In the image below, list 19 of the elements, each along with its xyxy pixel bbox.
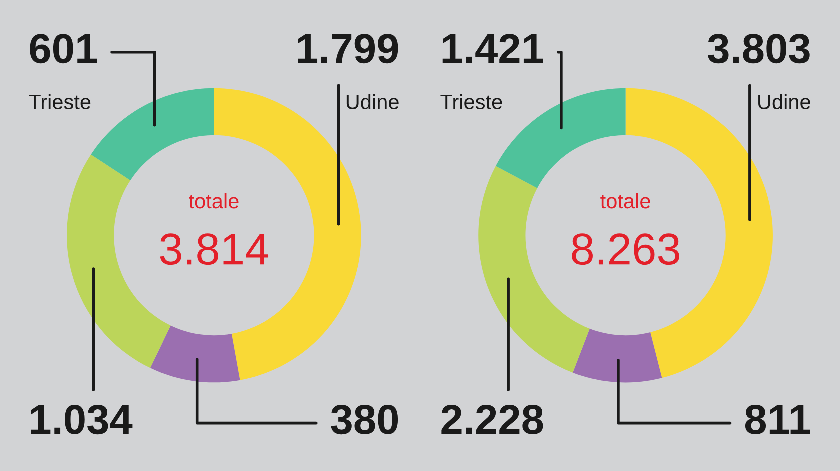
data-label: 380 <box>331 405 398 435</box>
data-label: 811 <box>745 405 810 435</box>
text: totale <box>600 193 650 209</box>
text: 8.263 <box>572 234 680 266</box>
data-label: 3.803 <box>708 34 810 64</box>
slice-label: Udine <box>758 94 810 110</box>
donut-slice <box>150 326 240 383</box>
data-label: 1.421 <box>442 34 544 64</box>
data-label: 601 <box>30 34 97 64</box>
text: 3.814 <box>160 234 269 266</box>
data-label: 2.228 <box>442 405 544 435</box>
donut-slice <box>573 328 662 383</box>
donut-slice <box>91 88 214 181</box>
slice-label: Trieste <box>29 94 91 110</box>
data-label: 1.034 <box>31 405 133 435</box>
slice-label: Trieste <box>440 94 502 110</box>
text: totale <box>189 193 239 209</box>
slice-label: Udine <box>346 94 399 110</box>
data-label: 1.799 <box>298 34 398 64</box>
